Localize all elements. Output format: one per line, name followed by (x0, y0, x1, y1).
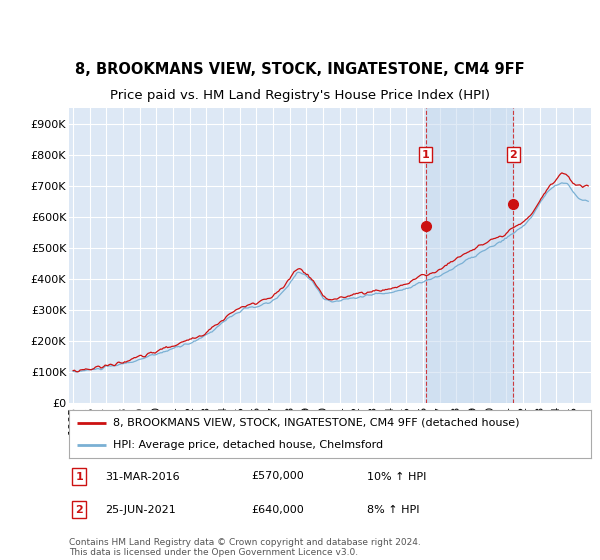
Text: 1: 1 (422, 150, 430, 160)
Text: 8, BROOKMANS VIEW, STOCK, INGATESTONE, CM4 9FF (detached house): 8, BROOKMANS VIEW, STOCK, INGATESTONE, C… (113, 418, 520, 428)
Text: Price paid vs. HM Land Registry's House Price Index (HPI): Price paid vs. HM Land Registry's House … (110, 89, 490, 102)
Text: £640,000: £640,000 (252, 505, 304, 515)
Text: Contains HM Land Registry data © Crown copyright and database right 2024.
This d: Contains HM Land Registry data © Crown c… (69, 538, 421, 557)
Text: 1: 1 (75, 472, 83, 482)
Text: £570,000: £570,000 (252, 472, 304, 482)
Text: 10% ↑ HPI: 10% ↑ HPI (367, 472, 426, 482)
Text: 8, BROOKMANS VIEW, STOCK, INGATESTONE, CM4 9FF: 8, BROOKMANS VIEW, STOCK, INGATESTONE, C… (75, 62, 525, 77)
Text: 2: 2 (509, 150, 517, 160)
Text: HPI: Average price, detached house, Chelmsford: HPI: Average price, detached house, Chel… (113, 440, 383, 450)
Bar (426, 108, 513, 403)
Text: 8% ↑ HPI: 8% ↑ HPI (367, 505, 419, 515)
Text: 2: 2 (75, 505, 83, 515)
Text: 25-JUN-2021: 25-JUN-2021 (106, 505, 176, 515)
Text: 31-MAR-2016: 31-MAR-2016 (106, 472, 180, 482)
